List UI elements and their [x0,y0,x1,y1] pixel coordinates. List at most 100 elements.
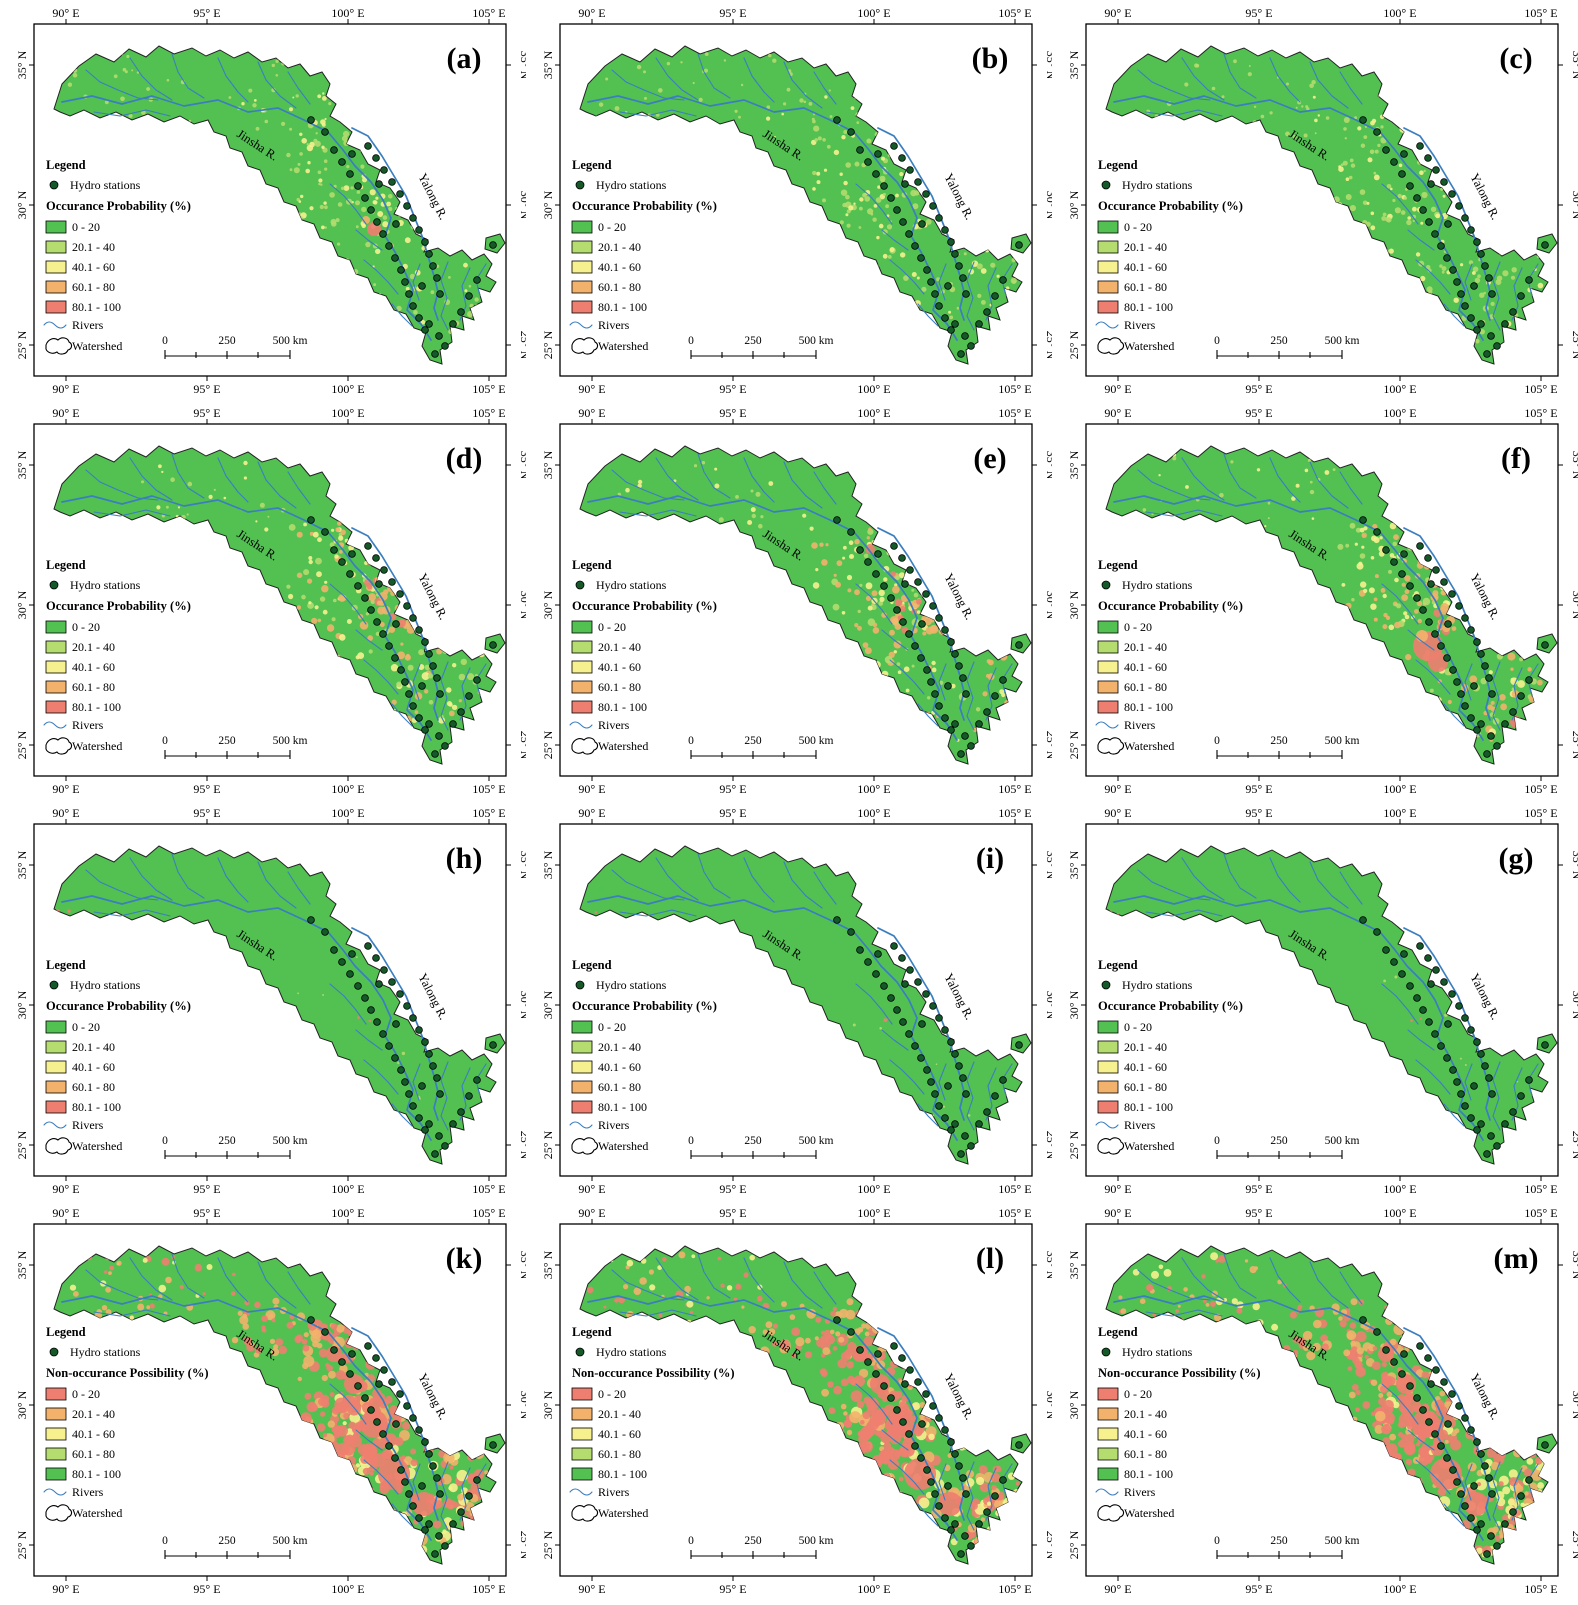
hydro-station [425,650,433,658]
river [611,1269,685,1301]
scale-end: 500 km [799,1135,834,1147]
hydro-station [1487,1132,1495,1140]
river [85,69,159,101]
hydro-station [901,580,909,588]
hydro-station [1424,554,1432,562]
tick-label-top: 100° E [331,406,364,420]
tick-label-bottom: 95° E [719,1182,746,1196]
hydro-station [1517,292,1525,300]
hydro-station [421,1038,429,1046]
hydro-station [947,1038,955,1046]
legend-rivers-label: Rivers [1124,1118,1156,1132]
tick-label-top: 100° E [857,806,890,820]
legend-watershed-label: Watershed [1124,1506,1174,1520]
hydro-station [872,1370,880,1378]
hydro-station [405,290,413,298]
hydro-station [935,302,943,310]
legend-swatch [1097,1387,1119,1401]
river-label-yalong: Yalong R. [941,971,976,1022]
river [440,1461,449,1531]
hydro-station [1477,1520,1485,1528]
legend-swatch [45,1387,67,1401]
legend-class-label: 80.1 - 100 [1124,1467,1173,1481]
hydro-station [361,594,369,602]
legend-class-label: 20.1 - 40 [598,640,641,654]
hydro-station [1431,1030,1439,1038]
legend-watershed-label: Watershed [1124,339,1174,353]
hydro-station [441,742,449,750]
hydro-station [1432,1366,1440,1374]
map-panel: 90° E 90° E 95° E 95° E 100° E 100° E 105° E 10… [526,0,1058,400]
hydro-station [880,982,888,990]
tick-label-right: 30° N [518,1391,526,1420]
river [1223,53,1257,99]
tick-label-left: 35° N [541,850,555,879]
legend-river-icon [1095,1488,1119,1496]
map-svg: 90° E 90° E 95° E 95° E 100° E 100° E 105° E 10… [1067,806,1578,1196]
hydro-station [421,238,429,246]
tick-label-left: 25° N [541,730,555,759]
river [619,1309,697,1317]
legend-class-label: 40.1 - 60 [598,660,641,674]
legend-class-label: 0 - 20 [72,1387,100,1401]
river [412,263,421,301]
map-panel: 90° E 90° E 95° E 95° E 100° E 100° E 105° E 10… [1052,800,1578,1200]
hydro-station [1517,1492,1525,1500]
tick-label-bottom: 90° E [1104,1182,1131,1196]
legend-swatch [1097,1060,1119,1074]
scale-mid: 250 [218,1535,236,1547]
legend-stations-label: Hydro stations [1122,978,1193,992]
hydro-station [833,916,841,924]
hydro-station [931,1490,939,1498]
hydro-station [893,1006,901,1014]
river [287,871,311,905]
hydro-station [1483,750,1491,758]
hydro-station [379,630,387,638]
hydro-station [847,128,855,136]
hydro-station [379,1030,387,1038]
hydro-station [935,1502,943,1510]
legend-heading: Occurance Probability (%) [572,599,717,613]
hydro-station [338,158,346,166]
tick-label-right: 35° N [1570,451,1578,480]
legend-stations-label: Hydro stations [596,178,667,192]
hydro-station [1444,620,1452,628]
tick-label-left: 35° N [1067,850,1081,879]
rivers-layer [1113,1253,1539,1541]
scale-zero: 0 [688,1535,694,1547]
hydro-station [899,1418,907,1426]
hydro-station [409,302,417,310]
hydro-station [961,732,969,740]
hydro-station [1448,190,1456,198]
panel-label: (m) [1494,1242,1539,1275]
legend-river-icon [569,721,593,729]
hydro-station [955,1062,963,1070]
tick-label-left: 25° N [541,330,555,359]
hydro-station [918,1420,926,1428]
river [129,857,173,901]
map-frame [33,423,507,777]
legend-heading: Occurance Probability (%) [1098,199,1243,213]
river [1415,1059,1451,1095]
tick-label-top: 105° E [472,1206,505,1220]
hydro-station [961,1532,969,1540]
scale-bar-line [1216,1550,1343,1559]
hydro-station [1398,570,1406,578]
hydro-station [375,1380,383,1388]
river [217,457,249,503]
hydro-station [346,1370,354,1378]
river [1381,583,1419,625]
hydro-station [403,1002,411,1010]
legend-stations-label: Hydro stations [70,978,141,992]
stations-layer [833,916,1023,1158]
hydro-station [392,1420,400,1428]
tick-label-top: 100° E [1383,806,1416,820]
hydro-station [348,550,356,558]
hydro-station [1455,1002,1463,1010]
hydro-station [856,546,864,554]
river [697,1253,731,1299]
map-frame [33,823,507,1177]
stations-layer [307,916,497,1158]
scale-end: 500 km [273,1135,308,1147]
hydro-station [874,150,882,158]
